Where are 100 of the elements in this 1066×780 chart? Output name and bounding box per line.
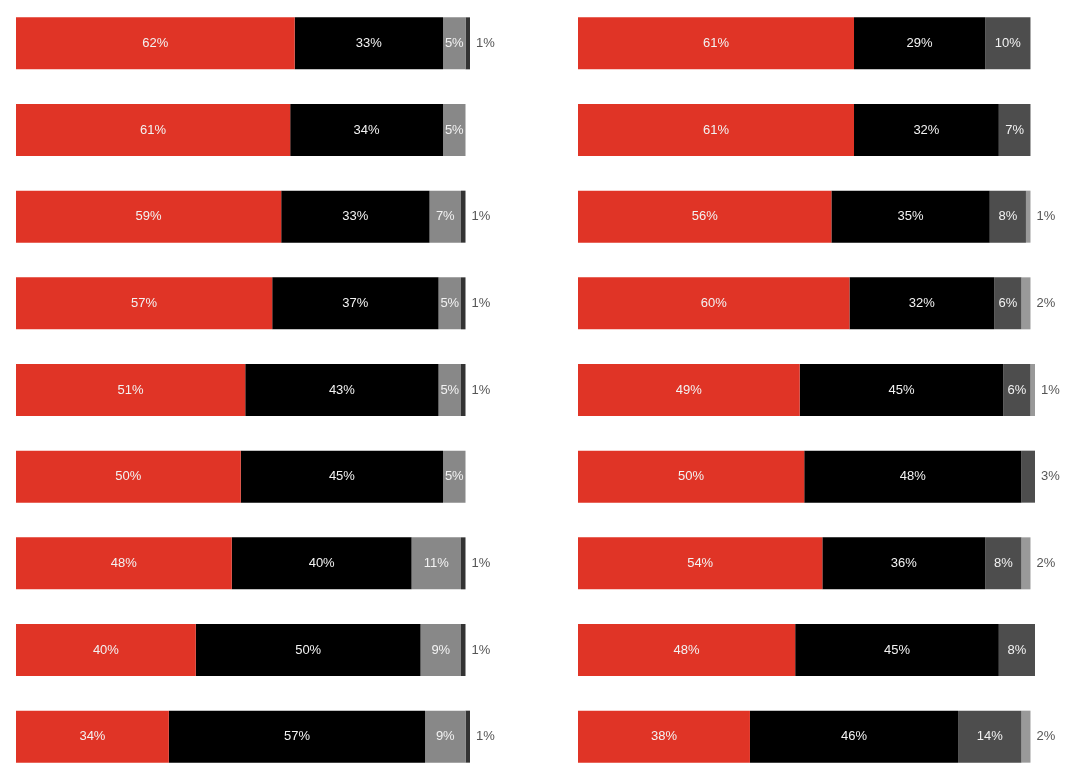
data-label: 32% [908,294,936,310]
bar [578,624,796,676]
data-label: 43% [328,381,356,397]
data-label: 29% [906,34,934,50]
data-label: 50% [115,468,142,484]
bar [854,17,986,70]
data-label: 1% [471,554,491,570]
data-label: 56% [691,208,719,224]
data-label: 59% [135,208,163,224]
bar [854,104,999,156]
bar [16,624,196,676]
data-label: 51% [117,381,145,397]
bar [998,624,1035,676]
bar [461,624,466,676]
data-label: 48% [110,554,138,570]
data-label: 61% [702,34,730,50]
data-label: 33% [355,34,383,50]
bar [578,537,823,590]
bar [195,624,421,676]
bar [16,17,295,70]
data-label: 1% [476,34,496,50]
bar [281,190,430,243]
data-label: 50% [678,468,705,484]
data-label: 6% [998,294,1018,310]
bar [461,190,466,243]
data-label: 1% [471,294,491,310]
bar [578,104,855,156]
bar [795,624,999,676]
bar [578,17,855,70]
bar [958,710,1022,763]
bar [799,364,1004,416]
data-label: 35% [897,208,925,224]
bar [998,104,1031,156]
data-label: 8% [998,208,1018,224]
bar [849,277,995,330]
bar [578,190,832,243]
data-label: 2% [1036,294,1056,310]
data-label: 40% [92,641,120,657]
data-label: 62% [142,34,169,50]
bar [1021,710,1031,763]
data-label: 54% [687,554,714,570]
data-label: 5% [440,381,460,397]
data-label: 34% [79,728,106,744]
data-label: 14% [976,728,1004,744]
data-label: 45% [883,641,911,657]
data-label: 3% [1041,468,1061,484]
bar [16,277,273,330]
data-label: 45% [328,468,356,484]
bar [461,537,466,590]
bar [443,450,466,503]
bar [1021,277,1031,330]
data-label: 1% [476,728,496,744]
bar [749,710,959,763]
data-label: 37% [342,294,369,310]
bar [294,17,444,70]
bar [578,450,805,503]
bar [16,364,246,416]
bar [272,277,439,330]
data-label: 1% [471,641,491,657]
data-label: 57% [283,728,311,744]
data-label: 33% [342,208,369,224]
bar [461,277,466,330]
data-label: 9% [435,728,456,744]
bar [411,537,462,590]
bar [168,710,426,763]
data-label: 1% [471,381,491,397]
data-label: 9% [431,641,451,657]
data-label: 61% [140,121,167,137]
data-label: 5% [444,34,465,50]
bar [985,537,1022,590]
bar [578,710,750,763]
data-label: 2% [1036,554,1056,570]
bar [231,537,412,590]
bar [578,277,850,330]
bar [443,17,466,70]
data-label: 1% [1036,208,1056,224]
bar [1021,537,1031,590]
data-label: 10% [994,34,1022,50]
data-label: 49% [675,381,703,397]
data-label: 48% [673,641,701,657]
data-label: 11% [423,554,450,570]
data-label: 5% [444,121,465,137]
data-label: 34% [353,121,381,137]
data-label: 60% [700,294,728,310]
bar [16,537,232,590]
data-label: 8% [993,554,1014,570]
bar [16,190,282,243]
data-label: 32% [913,121,940,137]
data-label: 36% [890,554,918,570]
bar [245,364,439,416]
bar [1021,450,1035,503]
data-label: 48% [899,468,927,484]
data-label: 1% [471,208,491,224]
bar [1003,364,1031,416]
data-label: 7% [1005,121,1025,137]
bar [420,624,462,676]
data-label: 61% [702,121,730,137]
data-label: 50% [295,641,322,657]
bar [240,450,444,503]
data-label: 57% [131,294,158,310]
